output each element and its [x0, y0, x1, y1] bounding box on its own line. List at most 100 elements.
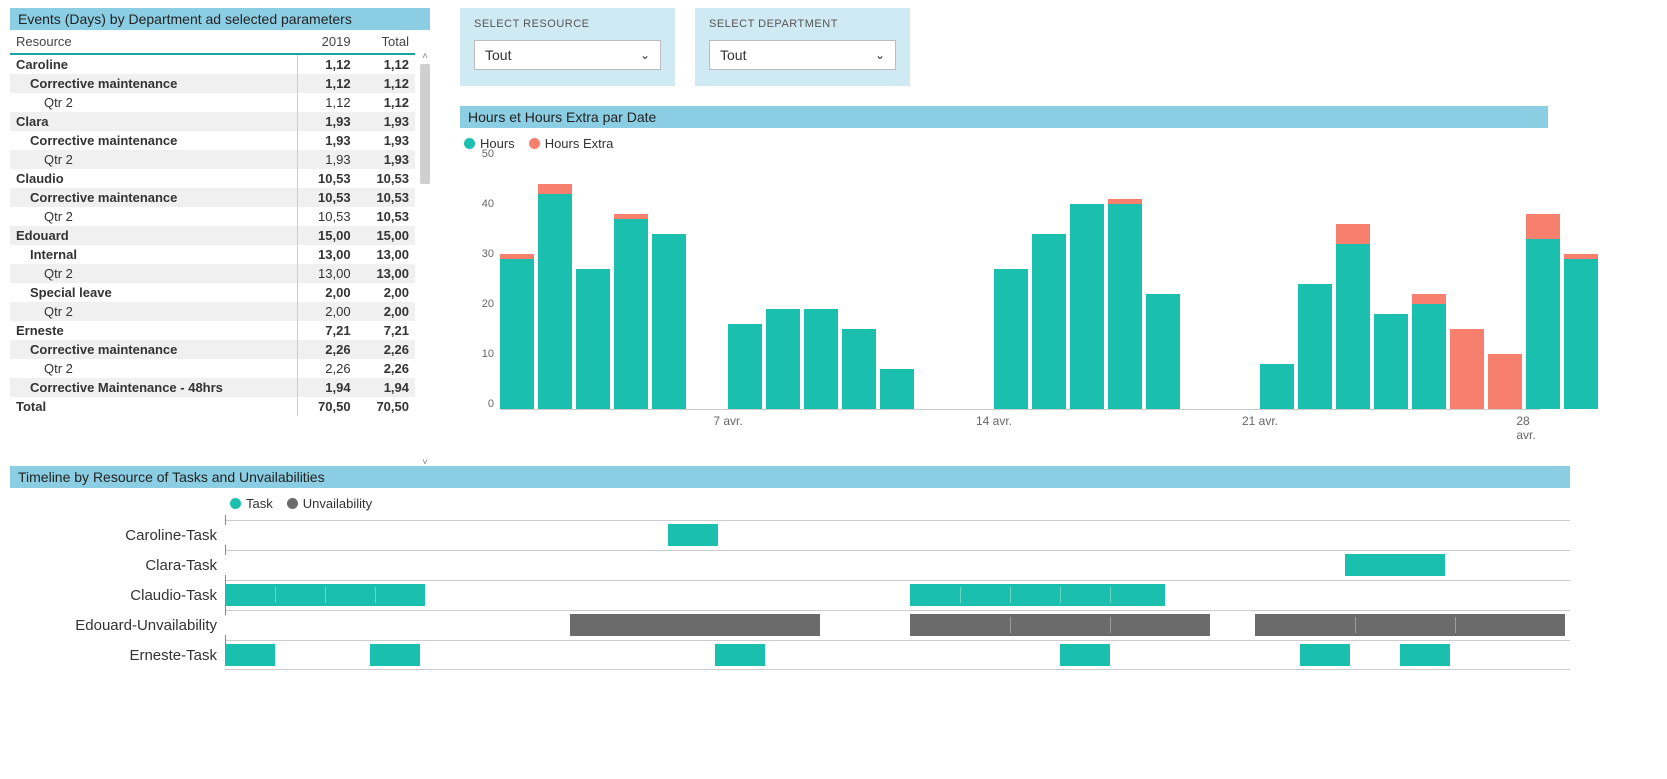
table-row[interactable]: Qtr 22,262,26 [10, 359, 415, 378]
timeline-bar[interactable] [370, 644, 420, 666]
bar[interactable] [1412, 294, 1446, 409]
table-row[interactable]: Clara1,931,93 [10, 112, 415, 131]
table-row[interactable]: Edouard15,0015,00 [10, 226, 415, 245]
bar[interactable] [1298, 284, 1332, 409]
row-label: Total [10, 397, 298, 416]
bar[interactable] [1260, 364, 1294, 409]
hours-chart-legend: HoursHours Extra [460, 128, 1548, 160]
row-total: 10,53 [357, 207, 415, 226]
bar[interactable] [1526, 214, 1560, 409]
events-matrix[interactable]: Resource 2019 Total Caroline1,121,12Corr… [10, 30, 415, 416]
table-row[interactable]: Caroline1,121,12 [10, 54, 415, 74]
row-total: 15,00 [357, 226, 415, 245]
timeline-chart[interactable]: Caroline-TaskClara-TaskClaudio-TaskEdoua… [10, 520, 1570, 670]
bar[interactable] [1450, 329, 1484, 409]
bar[interactable] [1070, 204, 1104, 409]
timeline-bar[interactable] [225, 584, 425, 606]
timeline-row: Caroline-Task [10, 520, 1570, 550]
col-resource[interactable]: Resource [10, 30, 298, 54]
table-row[interactable]: Qtr 22,002,00 [10, 302, 415, 321]
table-row[interactable]: Corrective maintenance1,121,12 [10, 74, 415, 93]
table-row[interactable]: Qtr 21,121,12 [10, 93, 415, 112]
events-table-panel: Events (Days) by Department ad selected … [10, 8, 430, 416]
x-tick: 28 avr. [1516, 414, 1535, 442]
row-label: Edouard [10, 226, 298, 245]
bar[interactable] [1564, 254, 1598, 409]
col-total[interactable]: Total [357, 30, 415, 54]
table-row[interactable]: Corrective maintenance10,5310,53 [10, 188, 415, 207]
timeline-track[interactable] [225, 610, 1570, 640]
row-total: 7,21 [357, 321, 415, 340]
timeline-bar[interactable] [910, 584, 1165, 606]
bar[interactable] [804, 309, 838, 409]
bar[interactable] [1108, 199, 1142, 409]
bar[interactable] [1374, 314, 1408, 409]
row-2019: 13,00 [298, 264, 357, 283]
bar[interactable] [766, 309, 800, 409]
timeline-track[interactable] [225, 520, 1570, 550]
table-row[interactable]: Corrective maintenance2,262,26 [10, 340, 415, 359]
slicer-resource-select[interactable]: Tout ⌄ [474, 40, 661, 70]
timeline-track[interactable] [225, 550, 1570, 580]
slicer-department-select[interactable]: Tout ⌄ [709, 40, 896, 70]
timeline-bar[interactable] [1400, 644, 1450, 666]
timeline-track[interactable] [225, 640, 1570, 670]
timeline-bar[interactable] [225, 644, 275, 666]
table-scrollbar[interactable]: ˄ ˅ [418, 50, 432, 470]
row-label: Qtr 2 [10, 264, 298, 283]
timeline-bar[interactable] [1300, 644, 1350, 666]
table-row[interactable]: Qtr 210,5310,53 [10, 207, 415, 226]
timeline-bar[interactable] [668, 524, 718, 546]
bar[interactable] [1032, 234, 1066, 409]
timeline-bar[interactable] [715, 644, 765, 666]
timeline-bar[interactable] [570, 614, 820, 636]
row-label: Erneste [10, 321, 298, 340]
bar[interactable] [728, 324, 762, 409]
table-row[interactable]: Qtr 213,0013,00 [10, 264, 415, 283]
chevron-down-icon: ⌄ [640, 48, 650, 62]
legend-item[interactable]: Task [230, 496, 273, 511]
hours-bar-chart[interactable]: 01020304050 7 avr.14 avr.21 avr.28 avr. [470, 160, 1540, 430]
row-total: 2,00 [357, 283, 415, 302]
bar[interactable] [500, 254, 534, 409]
y-tick: 20 [482, 298, 494, 310]
table-row[interactable]: Corrective Maintenance - 48hrs1,941,94 [10, 378, 415, 397]
row-total: 1,12 [357, 54, 415, 74]
timeline-track[interactable] [225, 580, 1570, 610]
row-2019: 1,93 [298, 131, 357, 150]
bar-segment-hours [1526, 239, 1560, 409]
timeline-bar[interactable] [1345, 554, 1445, 576]
col-2019[interactable]: 2019 [298, 30, 357, 54]
table-row[interactable]: Claudio10,5310,53 [10, 169, 415, 188]
table-row[interactable]: Corrective maintenance1,931,93 [10, 131, 415, 150]
bar[interactable] [614, 214, 648, 409]
bar[interactable] [842, 329, 876, 409]
bar[interactable] [652, 234, 686, 409]
bar[interactable] [1488, 354, 1522, 409]
table-row[interactable]: Qtr 21,931,93 [10, 150, 415, 169]
table-row[interactable]: Internal13,0013,00 [10, 245, 415, 264]
row-total: 1,93 [357, 150, 415, 169]
bar[interactable] [880, 369, 914, 409]
bar[interactable] [1146, 294, 1180, 409]
bar[interactable] [576, 269, 610, 409]
legend-item[interactable]: Hours Extra [529, 136, 614, 151]
legend-label: Hours Extra [545, 136, 614, 151]
bar[interactable] [1336, 224, 1370, 409]
table-row[interactable]: Erneste7,217,21 [10, 321, 415, 340]
scroll-up-icon[interactable]: ˄ [418, 50, 432, 64]
bar[interactable] [538, 184, 572, 409]
timeline-row-label: Clara-Task [10, 557, 225, 574]
table-row[interactable]: Total70,5070,50 [10, 397, 415, 416]
timeline-bar[interactable] [1060, 644, 1110, 666]
scroll-down-icon[interactable]: ˅ [418, 456, 432, 470]
timeline-bar[interactable] [910, 614, 1210, 636]
legend-item[interactable]: Unvailability [287, 496, 372, 511]
events-table-title: Events (Days) by Department ad selected … [10, 8, 430, 30]
table-row[interactable]: Special leave2,002,00 [10, 283, 415, 302]
timeline-bar[interactable] [1255, 614, 1565, 636]
scroll-thumb[interactable] [420, 64, 430, 184]
bar-segment-hours [500, 259, 534, 409]
bar[interactable] [994, 269, 1028, 409]
legend-swatch-icon [230, 498, 241, 509]
